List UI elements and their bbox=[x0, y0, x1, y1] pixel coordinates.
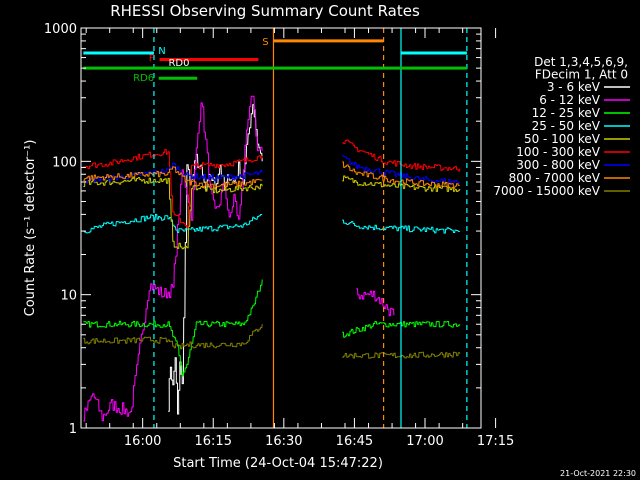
plot-area: N S F RD0 RD6 bbox=[83, 28, 468, 428]
axes: 1 10 100 1000 16:00 16:15 16:30 16:45 17:00 17:15 bbox=[44, 22, 514, 449]
series-line-3-6-kev bbox=[168, 104, 263, 415]
legend-label-50-100-kev: 50 - 100 keV bbox=[524, 132, 601, 146]
flag-label-rd6: RD6 bbox=[133, 73, 154, 84]
series-line-12-25-kev bbox=[83, 279, 263, 377]
legend-label-3-6-kev: 3 - 6 keV bbox=[547, 80, 601, 94]
series-line-50-100-kev bbox=[83, 177, 263, 250]
legend-label-25-50-kev: 25 - 50 keV bbox=[532, 119, 601, 133]
legend-label-100-300-kev: 100 - 300 keV bbox=[516, 145, 600, 159]
plot-frame bbox=[80, 27, 482, 429]
legend: Det 1,3,4,5,6,9,FDecim 1, Att 03 - 6 keV… bbox=[493, 55, 630, 198]
series-line-300-800-kev bbox=[83, 162, 263, 184]
x-axis-label: Start Time (24-Oct-04 15:47:22) bbox=[173, 456, 383, 471]
y-tick-label-10: 10 bbox=[60, 289, 77, 304]
x-tick-label-1600: 16:00 bbox=[124, 434, 161, 449]
series-line-6-12-kev bbox=[83, 95, 263, 422]
flag-label-f: F bbox=[149, 54, 155, 65]
chart-title: RHESSI Observing Summary Count Rates bbox=[110, 2, 420, 20]
y-tick-label-100: 100 bbox=[52, 155, 77, 170]
legend-label-7000-15000-kev: 7000 - 15000 keV bbox=[493, 184, 600, 198]
y-axis-label: Count Rate (s⁻¹ detector⁻¹) bbox=[23, 140, 38, 317]
x-tick-label-1645: 16:45 bbox=[336, 434, 373, 449]
series-line-100-300-kev bbox=[83, 148, 263, 229]
legend-label-6-12-kev: 6 - 12 keV bbox=[539, 93, 601, 107]
legend-header-1: FDecim 1, Att 0 bbox=[535, 68, 628, 82]
x-tick-label-1630: 16:30 bbox=[265, 434, 302, 449]
series-line-6-12-kev bbox=[356, 288, 395, 317]
footer-timestamp: 21-Oct-2021 22:30 bbox=[560, 469, 636, 478]
flag-label-s: S bbox=[262, 37, 268, 48]
legend-header-0: Det 1,3,4,5,6,9, bbox=[534, 55, 628, 69]
x-tick-label-1615: 16:15 bbox=[195, 434, 232, 449]
flag-label-rd0: RD0 bbox=[168, 58, 189, 69]
legend-label-300-800-kev: 300 - 800 keV bbox=[516, 158, 600, 172]
y-tick-label-1000: 1000 bbox=[44, 22, 77, 37]
series-line-7000-15000-kev bbox=[83, 324, 263, 350]
x-tick-label-1715: 17:15 bbox=[477, 434, 514, 449]
flag-label-n: N bbox=[158, 46, 165, 57]
series-line-800-7000-kev bbox=[83, 166, 263, 189]
x-tick-label-1700: 17:00 bbox=[406, 434, 443, 449]
legend-label-12-25-kev: 12 - 25 keV bbox=[532, 106, 601, 120]
y-tick-label-1: 1 bbox=[69, 422, 77, 437]
legend-label-800-7000-kev: 800 - 7000 keV bbox=[509, 171, 601, 185]
